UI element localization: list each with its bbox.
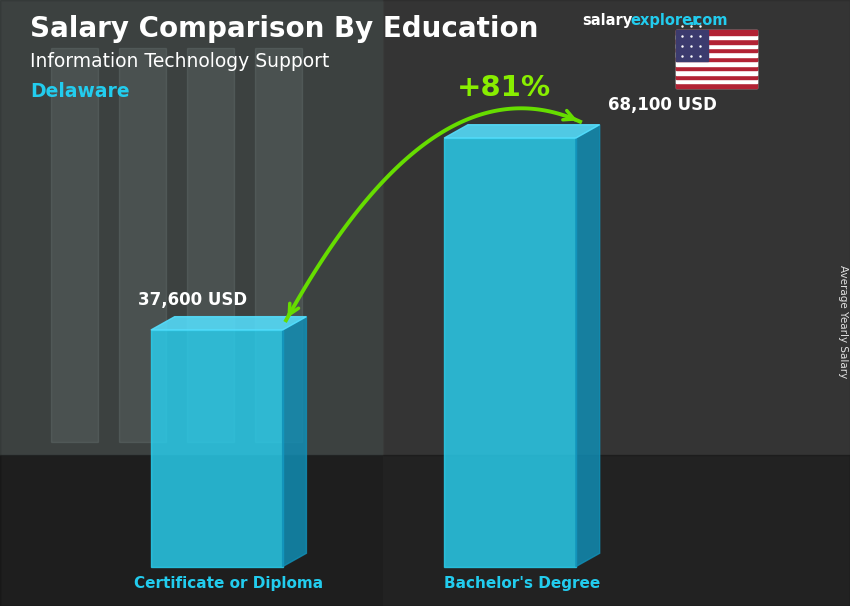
Bar — [676, 61, 756, 65]
Bar — [151, 330, 282, 567]
Bar — [676, 70, 756, 75]
Bar — [676, 30, 756, 35]
Bar — [676, 79, 756, 84]
Polygon shape — [282, 317, 306, 567]
Bar — [676, 35, 756, 39]
Text: Delaware: Delaware — [30, 82, 129, 101]
Bar — [676, 65, 756, 70]
Text: Information Technology Support: Information Technology Support — [30, 52, 329, 70]
Text: Certificate or Diploma: Certificate or Diploma — [134, 576, 323, 591]
Bar — [676, 39, 756, 44]
Polygon shape — [151, 317, 306, 330]
Bar — [51, 48, 98, 442]
Polygon shape — [576, 125, 600, 567]
Bar — [382, 0, 850, 606]
Text: .com: .com — [688, 13, 728, 28]
Bar — [676, 84, 756, 88]
Text: salary: salary — [582, 13, 632, 28]
Bar — [676, 48, 756, 53]
Text: Bachelor's Degree: Bachelor's Degree — [444, 576, 600, 591]
Bar — [255, 48, 302, 442]
Bar — [676, 30, 756, 88]
Bar — [444, 138, 576, 567]
Text: 68,100 USD: 68,100 USD — [609, 96, 717, 114]
Bar — [0, 0, 382, 454]
Bar — [676, 44, 756, 48]
Text: +81%: +81% — [456, 75, 551, 102]
Text: Salary Comparison By Education: Salary Comparison By Education — [30, 15, 538, 43]
Polygon shape — [444, 125, 600, 138]
Bar — [0, 454, 850, 606]
Bar — [676, 75, 756, 79]
Bar — [676, 53, 756, 57]
Text: 37,600 USD: 37,600 USD — [138, 291, 247, 309]
Bar — [187, 48, 234, 442]
Bar — [676, 57, 756, 61]
Text: explorer: explorer — [631, 13, 700, 28]
Bar — [676, 30, 708, 61]
Text: Average Yearly Salary: Average Yearly Salary — [838, 265, 848, 378]
Bar — [119, 48, 166, 442]
